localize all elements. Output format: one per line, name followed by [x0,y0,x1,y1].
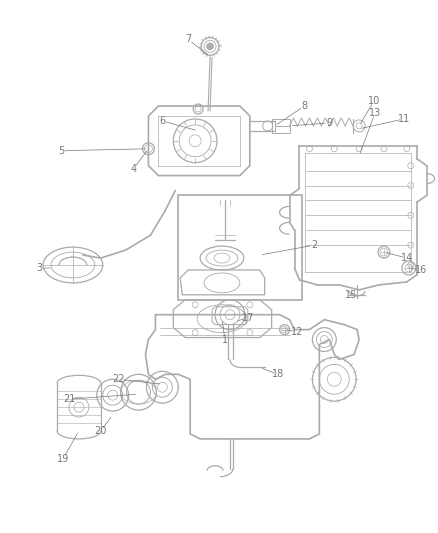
Text: 14: 14 [401,253,413,263]
Bar [178,196,303,300]
Text: 16: 16 [415,265,427,275]
Text: 10: 10 [368,96,380,106]
Text: 13: 13 [369,108,381,118]
Text: 3: 3 [36,263,42,273]
Text: 19: 19 [57,454,69,464]
Text: 8: 8 [301,101,307,111]
Text: 22: 22 [113,374,125,384]
Text: 20: 20 [95,426,107,436]
Text: 2: 2 [311,240,318,250]
Text: 21: 21 [63,394,75,404]
Text: 1: 1 [222,335,228,344]
Text: 12: 12 [291,327,304,336]
Bar [272,119,290,133]
Text: 9: 9 [326,118,332,128]
Text: 5: 5 [58,146,64,156]
Text: 11: 11 [398,114,410,124]
Text: 17: 17 [242,313,254,322]
Text: 6: 6 [159,116,166,126]
Text: 4: 4 [131,164,137,174]
Text: 18: 18 [272,369,284,379]
Text: 7: 7 [185,35,191,44]
Text: 15: 15 [345,290,357,300]
